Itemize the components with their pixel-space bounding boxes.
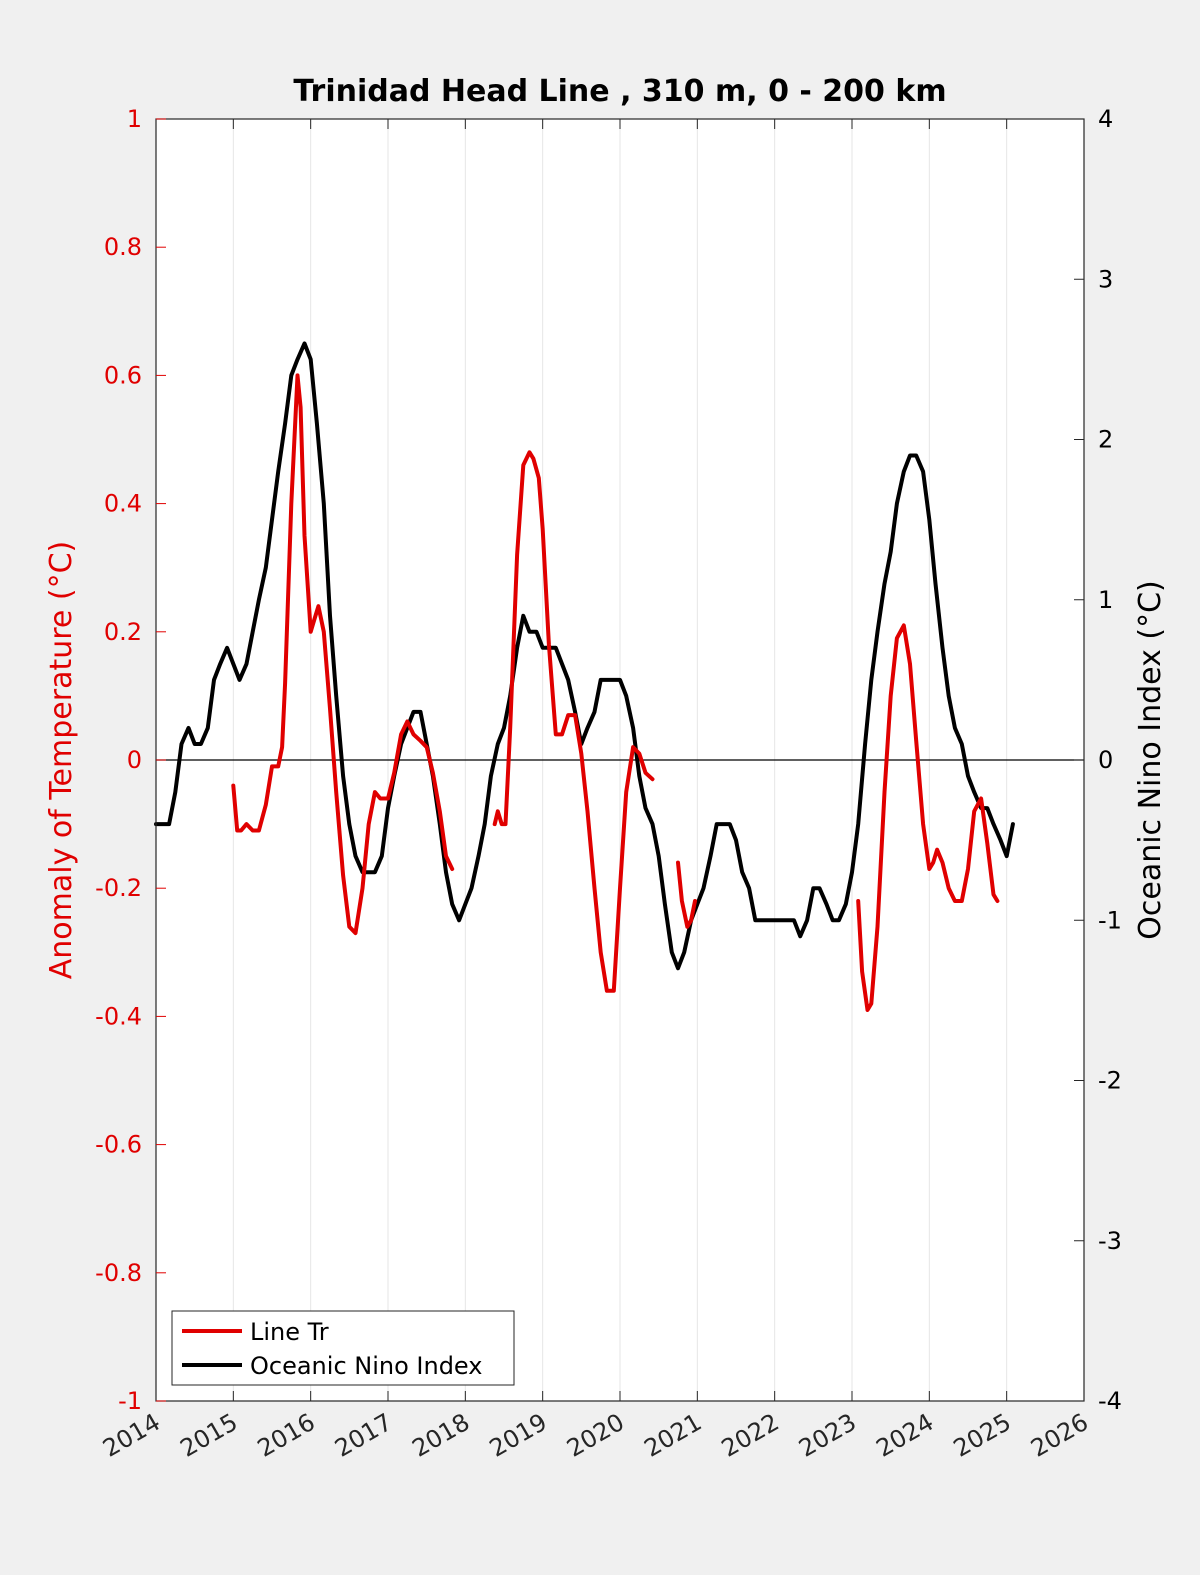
y-left-tick-label: 0.4 [104, 490, 142, 518]
y-right-tick-label: -4 [1098, 1387, 1122, 1415]
left-axis-label: Anomaly of Temperature (°C) [44, 541, 79, 980]
legend-oni-label: Oceanic Nino Index [250, 1352, 482, 1380]
right-axis-label: Oceanic Nino Index (°C) [1133, 580, 1168, 940]
legend: Line Tr Oceanic Nino Index [171, 1310, 515, 1386]
y-left-tick-label: 0.6 [104, 361, 142, 389]
series-layer [154, 341, 1015, 1012]
legend-line-tr-label: Line Tr [250, 1318, 329, 1346]
line-tr-series [856, 623, 1000, 1012]
chart-title: Trinidad Head Line , 310 m, 0 - 200 km [293, 74, 946, 109]
y-left-tick-label: -0.4 [95, 1002, 142, 1030]
y-right-tick-label: 4 [1098, 105, 1113, 133]
y-left-tick-label: -0.6 [95, 1131, 142, 1159]
line-tr-series [492, 450, 655, 993]
legend-box [171, 1310, 515, 1386]
y-right-tick-label: 1 [1098, 586, 1113, 614]
y-left-tick-label: 0.2 [104, 618, 142, 646]
y-left-tick-label: -1 [118, 1387, 142, 1415]
y-right-tick-label: -1 [1098, 906, 1122, 934]
line-tr-series [676, 860, 697, 929]
y-right-tick-label: -3 [1098, 1227, 1122, 1255]
oni-series [154, 341, 1015, 971]
y-right-tick-label: -2 [1098, 1067, 1122, 1095]
y-right-tick-label: 3 [1098, 265, 1113, 293]
y-left-tick-label: -0.2 [95, 874, 142, 902]
y-left-tick-label: 0 [127, 746, 142, 774]
y-right-tick-label: 0 [1098, 746, 1113, 774]
y-left-tick-label: 0.8 [104, 233, 142, 261]
y-right-tick-label: 2 [1098, 426, 1113, 454]
y-left-tick-label: -0.8 [95, 1259, 142, 1287]
y-left-tick-label: 1 [127, 105, 142, 133]
line-tr-series [231, 373, 455, 936]
